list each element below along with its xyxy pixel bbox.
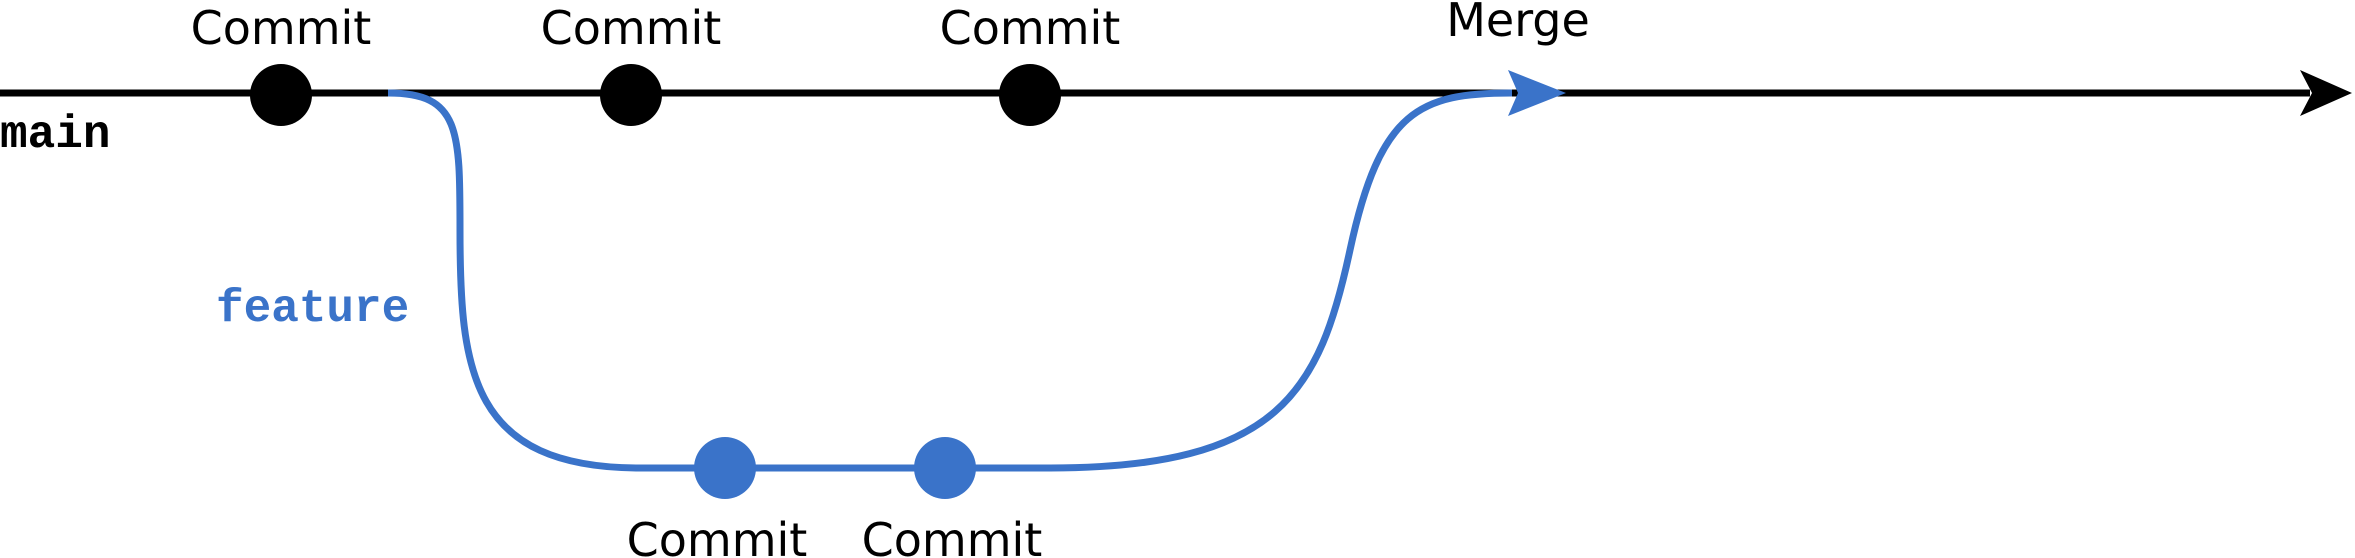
main-commit-1-label: Commit <box>191 1 372 55</box>
main-commit-2 <box>600 64 662 126</box>
feature-branch-label: feature <box>216 283 409 335</box>
merge-label: Merge <box>1446 0 1590 47</box>
main-commit-2-label: Commit <box>541 1 722 55</box>
feature-commit-2 <box>914 437 976 499</box>
main-commit-3-label: Commit <box>940 1 1121 55</box>
main-commit-3 <box>999 64 1061 126</box>
feature-branch-path <box>387 89 1513 472</box>
main-commit-1 <box>250 64 312 126</box>
main-branch-arrowhead <box>2300 70 2352 116</box>
main-branch-label: main <box>0 109 110 161</box>
feature-commit-2-label: Commit <box>862 513 1043 558</box>
merge-arrowhead <box>1508 70 1566 116</box>
feature-commit-1-label: Commit <box>627 513 808 558</box>
feature-commit-1 <box>694 437 756 499</box>
